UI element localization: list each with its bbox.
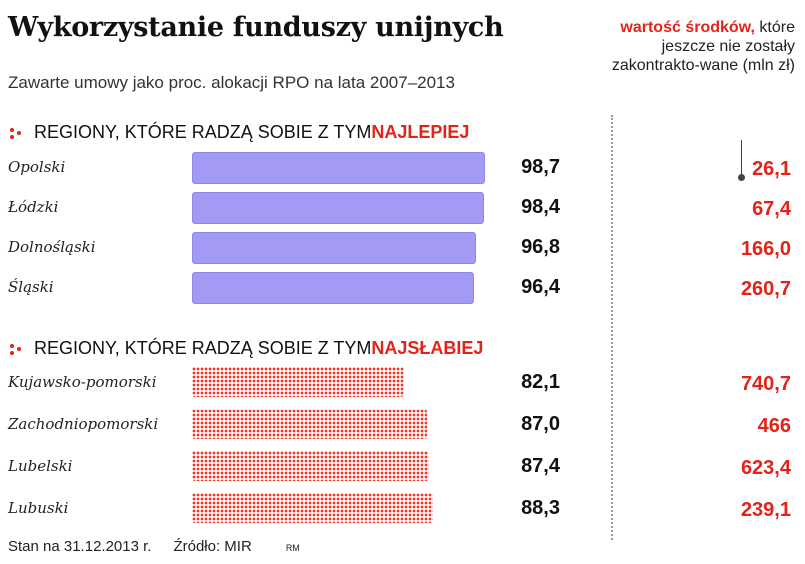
bullet-icon bbox=[8, 125, 24, 141]
category-label: Kujawsko-pomorski bbox=[8, 373, 157, 391]
bar bbox=[192, 232, 477, 264]
section-worst-emphasis: NAJSŁABIEJ bbox=[371, 338, 484, 358]
category-label: Łódzki bbox=[8, 198, 59, 216]
bar bbox=[192, 367, 404, 397]
bar bbox=[192, 451, 430, 481]
section-best-heading: REGIONY, KTÓRE RADZĄ SOBIE Z TYM NAJLEPI… bbox=[8, 122, 469, 143]
remaining-funds-value: 239,1 bbox=[740, 499, 791, 521]
remaining-funds-value: 466 bbox=[757, 415, 791, 437]
category-label: Dolnośląski bbox=[8, 238, 96, 256]
bar bbox=[192, 272, 475, 304]
bar bbox=[192, 409, 428, 439]
remaining-funds-value: 67,4 bbox=[752, 198, 791, 220]
chart-subtitle: Zawarte umowy jako proc. alokacji RPO na… bbox=[8, 73, 455, 92]
section-worst-prefix: REGIONY, KTÓRE RADZĄ SOBIE Z TYM bbox=[34, 338, 372, 358]
bar-value-label: 82,1 bbox=[521, 371, 560, 393]
bar-value-label: 98,4 bbox=[521, 196, 560, 218]
chart-title: Wykorzystanie funduszy unijnych bbox=[8, 12, 504, 43]
bullet-icon bbox=[8, 341, 24, 357]
section-best-prefix: REGIONY, KTÓRE RADZĄ SOBIE Z TYM bbox=[34, 122, 372, 142]
bar-value-label: 88,3 bbox=[521, 497, 560, 519]
bar-value-label: 96,4 bbox=[521, 276, 560, 298]
category-label: Śląski bbox=[8, 278, 54, 296]
remaining-funds-note-text: które jeszcze nie zostały zakontrakto-wa… bbox=[611, 19, 795, 74]
bar-value-label: 87,0 bbox=[521, 413, 560, 435]
remaining-funds-value: 623,4 bbox=[740, 457, 791, 479]
bar bbox=[192, 493, 434, 523]
remaining-funds-note: wartość środków, które jeszcze nie zosta… bbox=[575, 18, 795, 75]
section-worst-heading: REGIONY, KTÓRE RADZĄ SOBIE Z TYM NAJSŁAB… bbox=[8, 338, 483, 359]
footer-source: Źródło: MIR bbox=[173, 538, 252, 555]
bar-value-label: 96,8 bbox=[521, 236, 560, 258]
bar bbox=[192, 152, 486, 184]
footer-author: RM bbox=[285, 543, 300, 553]
footer-date: Stan na 31.12.2013 r. bbox=[8, 538, 152, 555]
remaining-funds-value: 260,7 bbox=[740, 278, 791, 300]
remaining-funds-value: 26,1 bbox=[752, 158, 791, 180]
category-label: Lubuski bbox=[8, 499, 69, 517]
section-best-emphasis: NAJLEPIEJ bbox=[371, 122, 470, 142]
pointer-line bbox=[738, 140, 745, 181]
bar-value-label: 87,4 bbox=[521, 455, 560, 477]
bar bbox=[192, 192, 484, 224]
category-label: Lubelski bbox=[8, 457, 73, 475]
category-label: Zachodniopomorski bbox=[8, 415, 159, 433]
remaining-funds-value: 740,7 bbox=[740, 373, 791, 395]
column-divider bbox=[611, 115, 613, 540]
remaining-funds-value: 166,0 bbox=[740, 238, 791, 260]
footer: Stan na 31.12.2013 r. Źródło: MIR RM bbox=[8, 538, 300, 555]
bar-value-label: 98,7 bbox=[521, 156, 560, 178]
remaining-funds-note-highlight: wartość środków, bbox=[620, 19, 755, 36]
category-label: Opolski bbox=[8, 158, 66, 176]
